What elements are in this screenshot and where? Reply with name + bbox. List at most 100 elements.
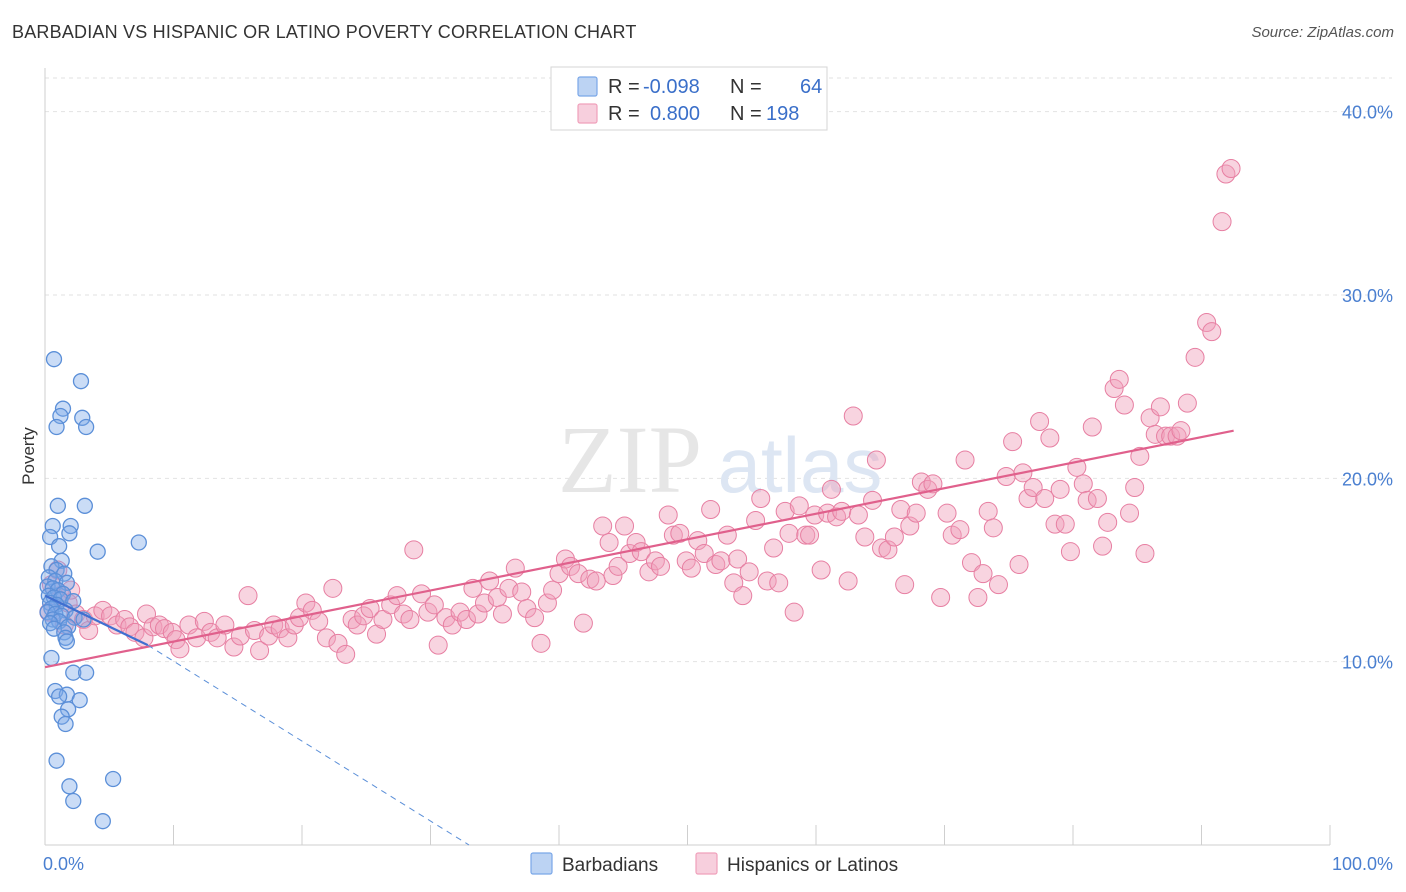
hispanic-point-122: [800, 525, 820, 545]
hispanic-point-54: [394, 604, 414, 624]
bottom-legend-label-barbadians[interactable]: Barbadians: [562, 855, 658, 876]
hispanic-point-94: [639, 562, 659, 582]
hispanic-point-45: [336, 644, 356, 664]
stats-r-value-0: -0.098: [643, 76, 700, 98]
barbadian-point-5: [48, 418, 65, 436]
hispanic-point-195: [1216, 164, 1236, 184]
stats-r-label-0: R =: [608, 76, 640, 98]
hispanic-point-192: [1197, 313, 1217, 332]
hispanic-point-179: [1120, 503, 1140, 523]
hispanic-point-165: [1045, 514, 1065, 534]
bottom-legend-swatch-hispanics[interactable]: [695, 852, 718, 875]
hispanic-point-83: [573, 613, 593, 633]
hispanic-point-141: [906, 503, 926, 523]
hispanic-point-189: [1171, 421, 1191, 441]
hispanic-point-98: [663, 525, 683, 545]
y-tick-label-0: 10.0%: [1342, 653, 1393, 673]
barbadian-point-59: [104, 770, 122, 788]
barbadian-point-44: [45, 620, 63, 637]
barbadian-point-8: [76, 497, 93, 514]
hispanic-point-178: [1114, 395, 1134, 415]
barbadian-point-50: [77, 664, 95, 681]
barbadian-trend-line: [44, 594, 149, 647]
hispanic-point-78: [543, 580, 563, 600]
hispanic-point-129: [838, 571, 858, 591]
x-tick-label-min: 0.0%: [43, 854, 84, 874]
barbadian-point-13: [50, 538, 68, 555]
hispanic-point-86: [593, 516, 613, 536]
hispanic-point-32: [250, 641, 270, 661]
hispanic-point-51: [373, 610, 393, 629]
chart-title: BARBADIAN VS HISPANIC OR LATINO POVERTY …: [12, 22, 637, 42]
x-tick-labels: 0.0% 100.0%: [43, 854, 1393, 874]
watermark: ZIP atlas: [558, 406, 882, 513]
hispanic-point-187: [1161, 426, 1181, 446]
hispanic-point-120: [789, 496, 809, 516]
hispanic-point-71: [499, 578, 519, 598]
hispanic-point-194: [1212, 212, 1232, 232]
stats-legend: R = -0.098 N = 64 R = 0.800 N = 198: [550, 66, 828, 131]
stats-n-label-1: N =: [730, 103, 762, 125]
stats-n-value-1: 198: [766, 103, 799, 125]
hispanic-point-43: [323, 578, 343, 598]
hispanic-point-193: [1202, 322, 1222, 342]
hispanic-point-151: [968, 588, 988, 607]
hispanic-point-144: [923, 474, 943, 494]
bottom-legend: Barbadians Hispanics or Latinos: [530, 852, 898, 876]
hispanic-point-167: [1055, 514, 1075, 534]
hispanic-point-58: [418, 602, 438, 622]
hispanic-point-166: [1050, 479, 1070, 499]
hispanic-point-181: [1130, 446, 1150, 466]
barbadian-point-47: [58, 633, 75, 650]
hispanic-point-76: [531, 633, 551, 653]
hispanic-point-139: [895, 575, 915, 595]
hispanic-point-155: [988, 575, 1008, 595]
hispanic-point-106: [711, 551, 731, 571]
hispanic-point-70: [492, 604, 512, 624]
hispanic-point-158: [1009, 555, 1029, 574]
hispanic-point-145: [931, 588, 951, 607]
watermark-zip: ZIP: [558, 406, 702, 513]
hispanic-point-160: [1018, 489, 1038, 508]
hispanic-point-182: [1135, 544, 1155, 563]
barbadian-point-49: [65, 664, 82, 681]
hispanic-point-185: [1150, 397, 1170, 417]
hispanic-point-61: [436, 608, 456, 628]
x-tick-label-max: 100.0%: [1332, 854, 1393, 874]
barbadian-point-15: [89, 543, 106, 560]
hispanic-point-127: [827, 507, 847, 527]
barbadian-point-16: [53, 552, 70, 569]
barbadian-point-62: [94, 813, 111, 830]
barbadian-point-4: [74, 409, 91, 426]
hispanic-point-190: [1177, 393, 1197, 413]
hispanic-point-119: [784, 602, 804, 622]
hispanic-point-77: [537, 593, 557, 613]
hispanic-point-163: [1035, 489, 1055, 508]
hispanic-point-59: [424, 595, 444, 615]
bottom-legend-label-hispanics[interactable]: Hispanics or Latinos: [727, 855, 898, 876]
hispanic-point-84: [580, 569, 600, 589]
hispanic-point-107: [717, 525, 737, 545]
hispanic-point-126: [821, 479, 841, 499]
hispanic-point-164: [1040, 428, 1060, 448]
barbadian-point-11: [61, 525, 78, 542]
series-barbadians-points: [39, 351, 147, 830]
hispanic-point-168: [1060, 542, 1080, 562]
hispanic-point-115: [764, 538, 784, 558]
bottom-legend-swatch-barbadians[interactable]: [530, 852, 553, 875]
hispanic-point-92: [626, 533, 646, 552]
hispanic-point-116: [769, 573, 789, 593]
hispanic-point-87: [599, 533, 619, 552]
hispanic-point-33: [259, 626, 279, 646]
hispanic-point-113: [751, 489, 771, 508]
hispanic-point-138: [891, 500, 911, 519]
hispanic-point-44: [328, 633, 348, 653]
hispanic-point-172: [1082, 417, 1102, 437]
hispanic-point-96: [651, 556, 671, 576]
hispanic-point-47: [347, 615, 367, 635]
hispanic-point-152: [973, 564, 993, 584]
hispanic-point-39: [296, 593, 316, 613]
hispanic-point-135: [872, 538, 892, 558]
stats-r-value-1: 0.800: [650, 103, 700, 125]
